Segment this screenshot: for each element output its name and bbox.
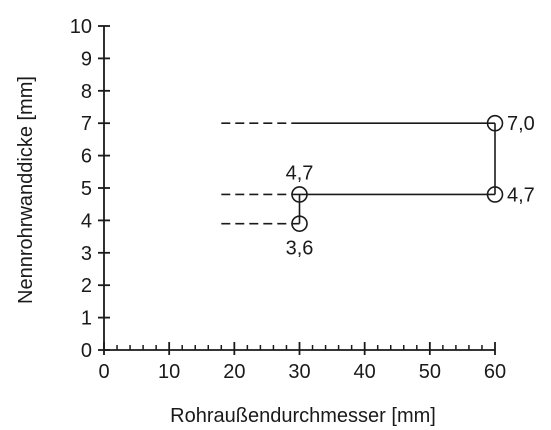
x-tick-label: 40 (354, 361, 376, 383)
x-tick-label: 60 (484, 361, 506, 383)
axes: 0 10 20 30 40 50 60 0 1 2 3 4 5 6 7 8 9 10 (70, 16, 506, 383)
x-axis-label: Rohraußendurchmesser [mm] (170, 405, 436, 427)
y-tick-label: 4 (81, 210, 92, 232)
data-point-marker (291, 215, 308, 232)
data-point-marker (486, 186, 504, 203)
series-layer (221, 122, 496, 225)
y-tick-label: 10 (70, 16, 92, 38)
x-tick-label: 20 (223, 361, 245, 383)
y-tick-label: 7 (81, 113, 92, 135)
y-tick-label: 1 (81, 308, 92, 330)
data-point-marker (291, 186, 308, 203)
x-tick-label: 50 (419, 361, 441, 383)
points-layer: 4,7 3,6 7,0 4,7 (286, 113, 535, 259)
data-point-label: 4,7 (286, 162, 314, 184)
y-tick-label: 5 (81, 178, 92, 200)
data-point-label: 7,0 (507, 113, 535, 135)
y-tick-label: 9 (81, 48, 92, 70)
y-axis-label: Nennrohrwanddicke [mm] (15, 76, 37, 304)
data-point-label: 3,6 (286, 238, 314, 260)
data-point-label: 4,7 (507, 184, 535, 206)
x-tick-label: 0 (98, 361, 109, 383)
x-tick-label: 30 (288, 361, 310, 383)
x-tick-label: 10 (158, 361, 180, 383)
data-point-marker (486, 114, 504, 132)
y-tick-label: 6 (81, 146, 92, 168)
y-tick-label: 0 (81, 340, 92, 362)
y-tick-label: 8 (81, 81, 92, 103)
y-tick-label: 3 (81, 243, 92, 265)
y-tick-label: 2 (81, 275, 92, 297)
